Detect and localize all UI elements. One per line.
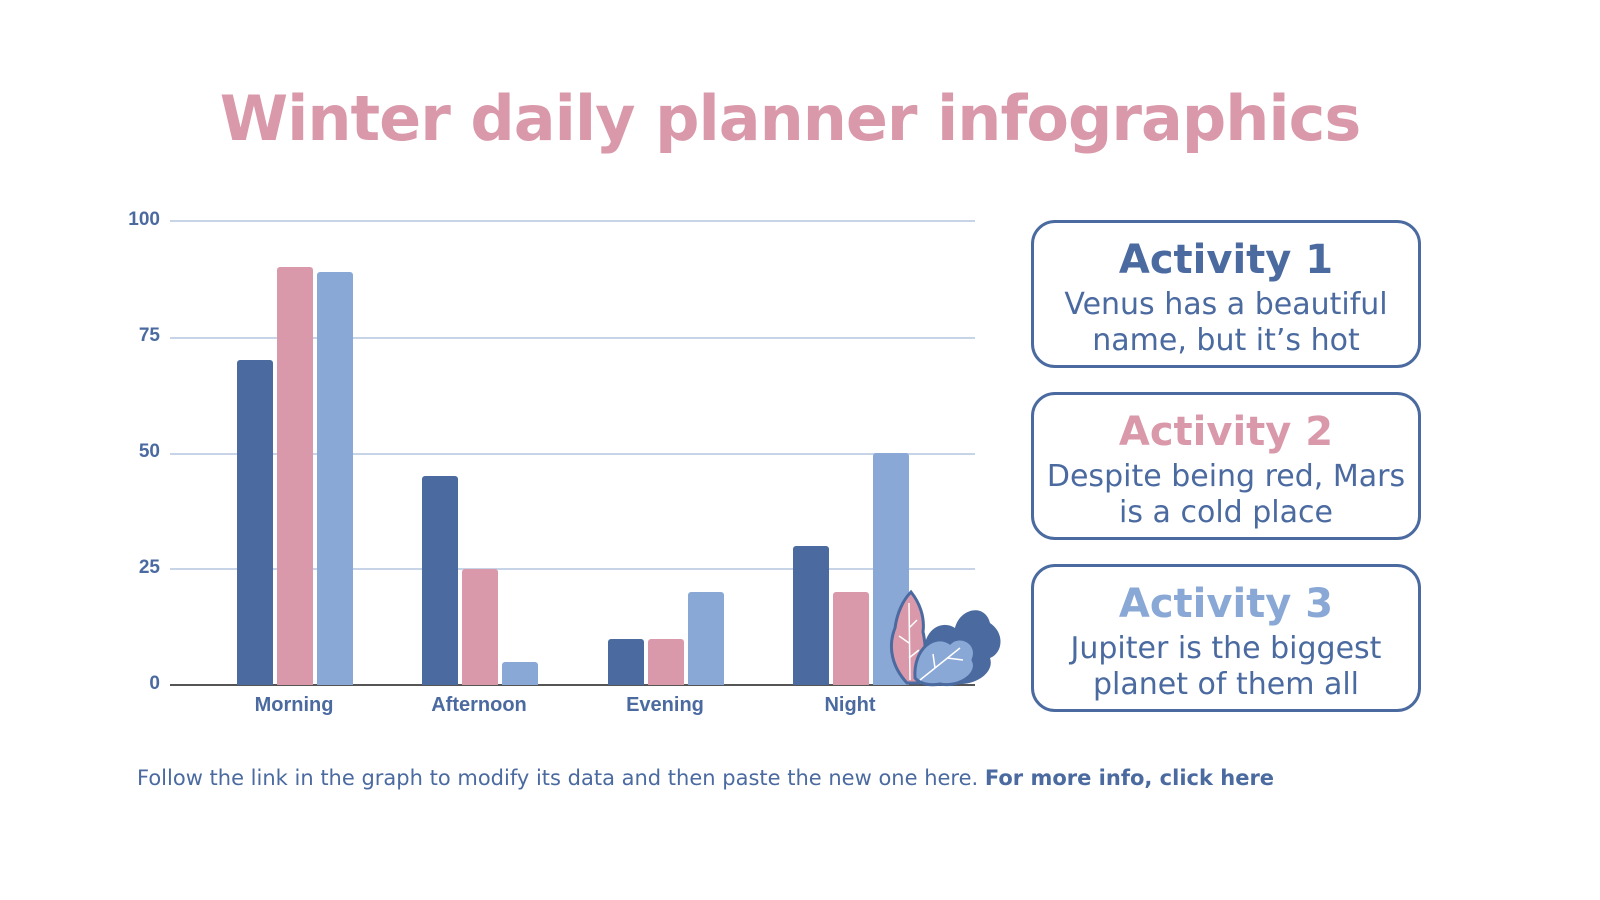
footer-note: Follow the link in the graph to modify i… [137, 766, 1274, 790]
footer-text: Follow the link in the graph to modify i… [137, 766, 985, 790]
activity-card-3: Activity 3 Jupiter is the biggest planet… [1031, 564, 1421, 712]
x-axis [170, 684, 975, 686]
activity-card-1: Activity 1 Venus has a beautiful name, b… [1031, 220, 1421, 368]
leaves-decoration-icon [890, 589, 1001, 687]
bar-morning-3 [317, 272, 353, 685]
card-title: Activity 2 [1118, 409, 1334, 455]
bar-evening-1 [608, 638, 644, 685]
page-title: Winter daily planner infographics [219, 82, 1362, 155]
activity-card-2: Activity 2 Despite being red, Mars is a … [1031, 392, 1421, 540]
card-text: is a cold place [1119, 495, 1333, 530]
bar-evening-3 [688, 592, 724, 685]
y-tick: 75 [138, 325, 160, 346]
card-title: Activity 1 [1118, 237, 1334, 283]
more-info-link[interactable]: For more info, click here [984, 766, 1275, 790]
x-label-night: Night [824, 694, 876, 716]
bar-chart: 100 75 50 25 0 Morning Afternoon Evening… [128, 209, 975, 716]
bar-morning-1 [237, 360, 273, 685]
bar-night-2 [833, 592, 869, 685]
x-label-evening: Evening [626, 694, 704, 716]
card-text: planet of them all [1092, 667, 1360, 702]
gridline [170, 453, 975, 455]
y-tick: 100 [128, 209, 160, 230]
x-label-afternoon: Afternoon [431, 694, 527, 716]
bar-night-1 [793, 545, 829, 685]
y-tick: 0 [149, 673, 160, 694]
card-text: Despite being red, Mars [1046, 459, 1406, 494]
bar-afternoon-2 [462, 569, 498, 685]
bar-evening-2 [648, 638, 684, 685]
card-text: Venus has a beautiful [1064, 287, 1388, 322]
y-tick: 25 [138, 557, 160, 578]
card-text: name, but it’s hot [1092, 323, 1360, 358]
gridline [170, 220, 975, 222]
gridline [170, 337, 975, 339]
bar-afternoon-1 [422, 476, 458, 685]
card-text: Jupiter is the biggest [1070, 631, 1382, 666]
x-label-morning: Morning [254, 694, 334, 716]
bar-afternoon-3 [502, 661, 538, 685]
y-tick: 50 [138, 441, 160, 462]
bar-morning-2 [277, 267, 313, 685]
gridline [170, 568, 975, 570]
card-title: Activity 3 [1118, 581, 1334, 627]
